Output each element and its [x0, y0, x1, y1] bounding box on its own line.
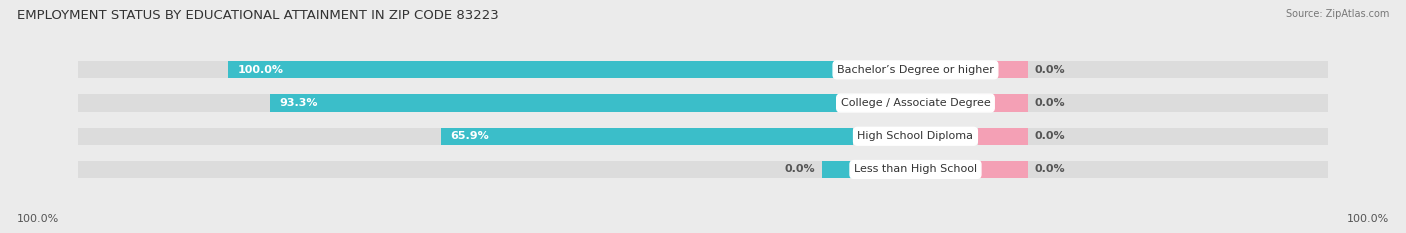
Bar: [79, 128, 1327, 145]
Text: 100.0%: 100.0%: [1347, 214, 1389, 224]
Bar: [79, 94, 1327, 112]
Text: EMPLOYMENT STATUS BY EDUCATIONAL ATTAINMENT IN ZIP CODE 83223: EMPLOYMENT STATUS BY EDUCATIONAL ATTAINM…: [17, 9, 499, 22]
Bar: [270, 94, 853, 112]
Text: 100.0%: 100.0%: [238, 65, 284, 75]
Text: Less than High School: Less than High School: [853, 164, 977, 175]
Text: 100.0%: 100.0%: [17, 214, 59, 224]
Text: 0.0%: 0.0%: [1035, 65, 1064, 75]
Bar: [979, 128, 1028, 145]
Bar: [979, 94, 1028, 112]
Bar: [979, 161, 1028, 178]
Text: 0.0%: 0.0%: [785, 164, 815, 175]
Text: 0.0%: 0.0%: [1035, 131, 1064, 141]
Text: Bachelor’s Degree or higher: Bachelor’s Degree or higher: [837, 65, 994, 75]
Text: 93.3%: 93.3%: [280, 98, 318, 108]
Bar: [79, 61, 1327, 79]
Text: 65.9%: 65.9%: [450, 131, 489, 141]
Text: College / Associate Degree: College / Associate Degree: [841, 98, 990, 108]
Text: 0.0%: 0.0%: [1035, 98, 1064, 108]
Bar: [228, 61, 853, 79]
Bar: [979, 61, 1028, 79]
Bar: [821, 161, 853, 178]
Bar: [79, 161, 1327, 178]
Text: 0.0%: 0.0%: [1035, 164, 1064, 175]
Text: Source: ZipAtlas.com: Source: ZipAtlas.com: [1285, 9, 1389, 19]
Bar: [441, 128, 853, 145]
Text: High School Diploma: High School Diploma: [858, 131, 973, 141]
